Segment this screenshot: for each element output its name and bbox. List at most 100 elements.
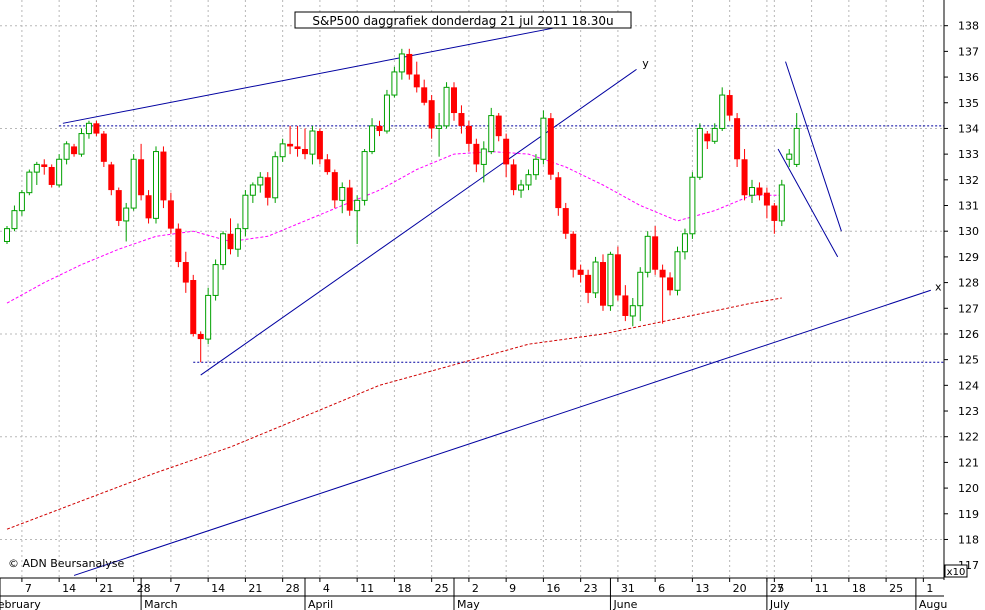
moving-averages	[6, 151, 782, 530]
y-tick-label: 134	[958, 122, 979, 135]
candle-body	[696, 127, 703, 178]
x-tick-label: 16	[546, 582, 560, 595]
candle-body	[26, 171, 33, 194]
candle	[160, 146, 167, 209]
candle	[637, 267, 644, 322]
candle	[652, 226, 659, 275]
candle-body	[413, 74, 420, 88]
candle-body	[11, 210, 18, 230]
candle	[227, 218, 234, 255]
candle-body	[756, 187, 763, 196]
candle-body	[637, 271, 644, 307]
trendline	[200, 68, 637, 376]
candle-body	[726, 95, 733, 116]
candle-body	[614, 254, 621, 296]
candle-body	[63, 143, 70, 160]
candle-body	[778, 184, 785, 222]
candle	[11, 205, 18, 232]
candle	[406, 48, 413, 80]
candle	[205, 287, 212, 345]
y-tick-label: 126	[958, 328, 979, 341]
candle	[570, 231, 577, 278]
candle-body	[786, 153, 793, 160]
candle-body	[585, 274, 592, 293]
candle	[212, 259, 219, 301]
copyright-text: © ADN Beursanalyse	[8, 557, 125, 570]
candle	[220, 231, 227, 270]
candle-body	[793, 127, 800, 165]
candle-body	[145, 195, 152, 219]
candle-body	[644, 235, 651, 273]
candle-body	[41, 164, 48, 167]
y-tick-label: 137	[958, 45, 979, 58]
candle	[413, 61, 420, 93]
candle-body	[532, 158, 539, 176]
candle-body	[719, 94, 726, 129]
candle-body	[153, 151, 159, 219]
candle	[41, 159, 48, 175]
title-box	[294, 11, 632, 29]
candle-body	[547, 118, 554, 175]
candle	[674, 246, 681, 296]
candle-body	[242, 194, 249, 230]
candle	[85, 120, 92, 139]
candle-body	[570, 233, 577, 270]
y-tick-label: 136	[958, 71, 979, 84]
candle	[316, 128, 323, 165]
y-tick-label: 129	[958, 251, 979, 264]
candle	[585, 269, 592, 304]
candle-body	[257, 176, 264, 186]
candle-body	[160, 151, 167, 201]
x-tick-label: 23	[584, 582, 598, 595]
candle	[108, 161, 115, 196]
candle-body	[316, 131, 323, 160]
candle-body	[734, 118, 741, 160]
candle	[503, 133, 510, 178]
candle	[622, 285, 629, 322]
y-tick-label: 118	[958, 533, 979, 546]
candle	[600, 254, 606, 311]
x-tick-label: 9	[509, 582, 516, 595]
candle-body	[451, 87, 457, 114]
candle-body	[540, 117, 547, 160]
candle-body	[510, 164, 517, 191]
candle	[741, 148, 748, 201]
candle	[451, 82, 457, 121]
candle-body	[264, 177, 271, 198]
trendline	[785, 61, 842, 232]
candle	[346, 179, 353, 216]
candle-body	[346, 187, 353, 211]
candle-body	[443, 86, 450, 127]
candle	[264, 172, 271, 206]
candle-body	[71, 146, 78, 155]
candle	[592, 256, 599, 298]
candle-body	[622, 295, 629, 316]
candle-body	[272, 156, 279, 199]
candle	[704, 131, 711, 149]
candle	[532, 154, 539, 180]
candle-body	[78, 133, 85, 155]
x-tick-label: 11	[360, 582, 374, 595]
candle-body	[741, 159, 748, 196]
candle	[607, 251, 614, 311]
moving-average-long	[6, 297, 782, 530]
y-tick-label: 124	[958, 379, 979, 392]
candle	[518, 179, 525, 198]
candle-body	[391, 71, 398, 96]
candle-body	[339, 187, 346, 201]
candle-body	[175, 228, 182, 263]
candle	[190, 274, 197, 337]
month-label: March	[144, 598, 178, 610]
trendlines	[62, 25, 931, 576]
candle	[667, 272, 674, 296]
candle-body	[138, 159, 145, 196]
candle-body	[562, 208, 569, 234]
x-axis-labels: 7 14 21 28 7 14 21 28 4 11 18 25 2 9 16 23 31 6 13 20 275 11 1…	[21, 578, 933, 595]
candle	[726, 89, 733, 121]
candle-body	[577, 269, 584, 275]
y-tick-label: 122	[958, 431, 979, 444]
candle	[763, 187, 770, 219]
candle-body	[383, 94, 390, 132]
candle	[93, 120, 100, 137]
